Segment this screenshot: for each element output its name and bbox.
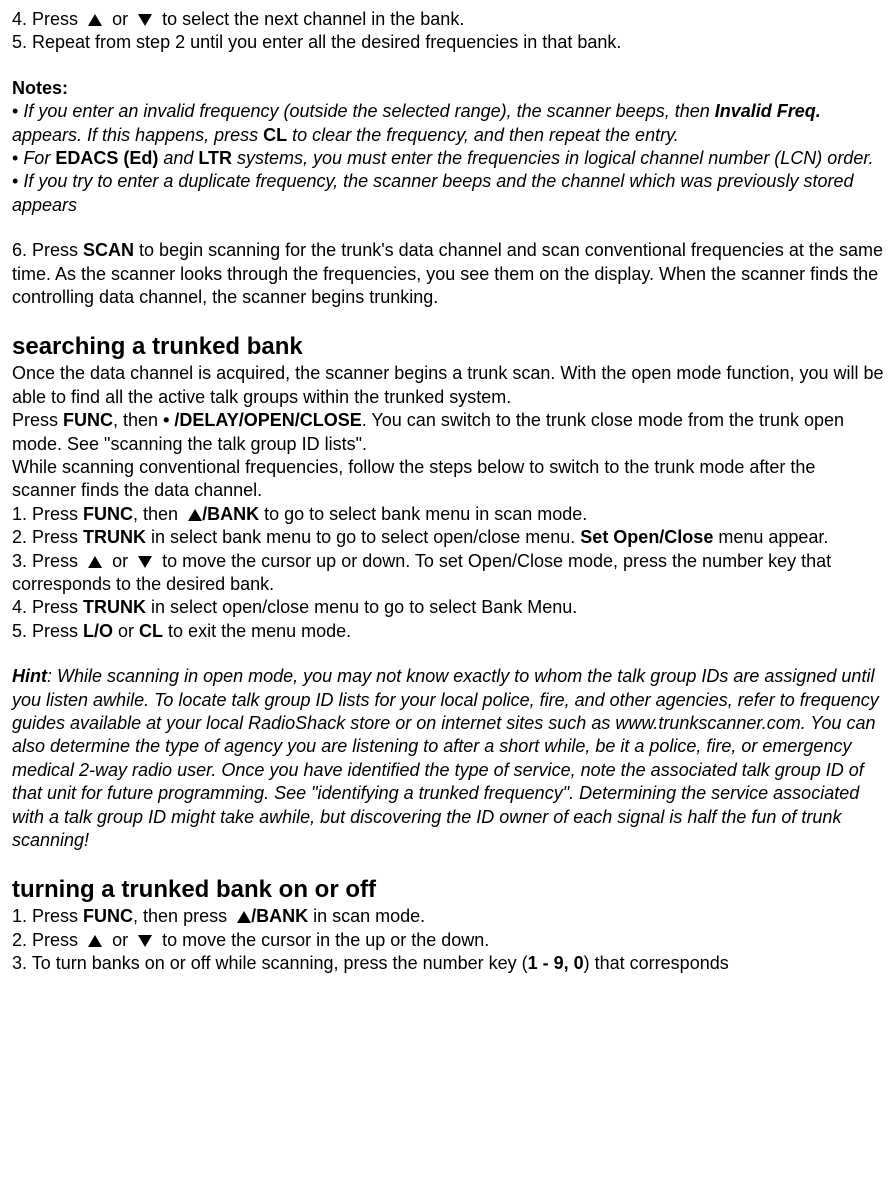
text: , then press xyxy=(133,906,232,926)
text: in scan mode. xyxy=(308,906,425,926)
turning-step-1: 1. Press FUNC, then press /BANK in scan … xyxy=(12,905,884,928)
spacer xyxy=(12,217,884,239)
text: to select the next channel in the bank. xyxy=(157,9,464,29)
text: 5. Repeat from step 2 until you enter al… xyxy=(12,32,621,52)
text: menu appear. xyxy=(713,527,828,547)
heading-turning-trunked-bank: turning a trunked bank on or off xyxy=(12,874,884,905)
text: FUNC xyxy=(83,906,133,926)
text: FUNC xyxy=(63,410,113,430)
text: ) that corresponds xyxy=(584,953,729,973)
text: or xyxy=(107,930,133,950)
note-3: • If you try to enter a duplicate freque… xyxy=(12,170,884,217)
text: CL xyxy=(263,125,287,145)
up-triangle-icon xyxy=(88,14,102,26)
text: For xyxy=(23,148,55,168)
text: 1 - 9, 0 xyxy=(528,953,584,973)
text: 3. Press xyxy=(12,551,83,571)
text: to go to select bank menu in scan mode. xyxy=(259,504,587,524)
text: or xyxy=(113,621,139,641)
searching-steps-intro: While scanning conventional frequencies,… xyxy=(12,456,884,503)
text: Invalid Freq. xyxy=(715,101,821,121)
text: to begin scanning for the trunk's data c… xyxy=(12,240,888,307)
searching-step-1: 1. Press FUNC, then /BANK to go to selec… xyxy=(12,503,884,526)
text: turning a trunked bank on or off xyxy=(12,876,376,903)
searching-step-3: 3. Press or to move the cursor up or dow… xyxy=(12,550,884,597)
text: TRUNK xyxy=(83,597,146,617)
text: • /DELAY/OPEN/CLOSE xyxy=(163,410,362,430)
note-2: • For EDACS (Ed) and LTR systems, you mu… xyxy=(12,147,884,170)
heading-searching-trunked-bank: searching a trunked bank xyxy=(12,331,884,362)
text: Press xyxy=(12,410,63,430)
text: LTR xyxy=(198,148,232,168)
text: EDACS (Ed) xyxy=(55,148,158,168)
up-triangle-icon xyxy=(88,556,102,568)
down-triangle-icon xyxy=(138,935,152,947)
step-6: 6. Press SCAN to begin scanning for the … xyxy=(12,239,884,309)
text: /BANK xyxy=(251,906,308,926)
text: to clear the frequency, and then repeat … xyxy=(287,125,679,145)
step-4: 4. Press or to select the next channel i… xyxy=(12,8,884,31)
text: in select bank menu to go to select open… xyxy=(146,527,580,547)
searching-step-5: 5. Press L/O or CL to exit the menu mode… xyxy=(12,620,884,643)
hint-paragraph: Hint: While scanning in open mode, you m… xyxy=(12,665,884,852)
down-triangle-icon xyxy=(138,556,152,568)
text: 5. Press xyxy=(12,621,83,641)
searching-step-2: 2. Press TRUNK in select bank menu to go… xyxy=(12,526,884,549)
text: in select open/close menu to go to selec… xyxy=(146,597,577,617)
searching-intro: Once the data channel is acquired, the s… xyxy=(12,362,884,409)
text: 1. Press xyxy=(12,906,83,926)
text: 4. Press xyxy=(12,9,83,29)
searching-step-4: 4. Press TRUNK in select open/close menu… xyxy=(12,596,884,619)
text: 1. Press xyxy=(12,504,83,524)
text: to exit the menu mode. xyxy=(163,621,351,641)
spacer xyxy=(12,55,884,77)
text: to move the cursor up or down. To set Op… xyxy=(12,551,836,594)
spacer xyxy=(12,852,884,874)
note-1: • If you enter an invalid frequency (out… xyxy=(12,100,884,147)
text: SCAN xyxy=(83,240,134,260)
text: If you enter an invalid frequency (outsi… xyxy=(23,101,714,121)
spacer xyxy=(12,309,884,331)
text: searching a trunked bank xyxy=(12,333,303,360)
text: Hint xyxy=(12,666,47,686)
text: : While scanning in open mode, you may n… xyxy=(12,666,884,850)
searching-func: Press FUNC, then • /DELAY/OPEN/CLOSE. Yo… xyxy=(12,409,884,456)
text: L/O xyxy=(83,621,113,641)
text: Set Open/Close xyxy=(580,527,713,547)
text: and xyxy=(158,148,198,168)
text: • xyxy=(12,101,23,121)
text: , then xyxy=(113,410,163,430)
down-triangle-icon xyxy=(138,14,152,26)
text: If you try to enter a duplicate frequenc… xyxy=(12,171,858,214)
text: to move the cursor in the up or the down… xyxy=(157,930,489,950)
text: While scanning conventional frequencies,… xyxy=(12,457,820,500)
text: FUNC xyxy=(83,504,133,524)
text: 2. Press xyxy=(12,527,83,547)
turning-step-2: 2. Press or to move the cursor in the up… xyxy=(12,929,884,952)
text: 3. To turn banks on or off while scannin… xyxy=(12,953,528,973)
up-triangle-icon xyxy=(188,509,202,521)
step-5: 5. Repeat from step 2 until you enter al… xyxy=(12,31,884,54)
text: or xyxy=(107,9,133,29)
text: or xyxy=(107,551,133,571)
text: TRUNK xyxy=(83,527,146,547)
notes-heading: Notes: xyxy=(12,77,884,100)
text: 6. Press xyxy=(12,240,83,260)
text: CL xyxy=(139,621,163,641)
text: Notes: xyxy=(12,78,68,98)
text: • xyxy=(12,171,23,191)
text: 2. Press xyxy=(12,930,83,950)
text: systems, you must enter the frequencies … xyxy=(232,148,874,168)
text: Once the data channel is acquired, the s… xyxy=(12,363,889,406)
text: , then xyxy=(133,504,183,524)
turning-step-3: 3. To turn banks on or off while scannin… xyxy=(12,952,884,975)
text: • xyxy=(12,148,23,168)
text: 4. Press xyxy=(12,597,83,617)
spacer xyxy=(12,643,884,665)
text: /BANK xyxy=(202,504,259,524)
up-triangle-icon xyxy=(237,911,251,923)
up-triangle-icon xyxy=(88,935,102,947)
